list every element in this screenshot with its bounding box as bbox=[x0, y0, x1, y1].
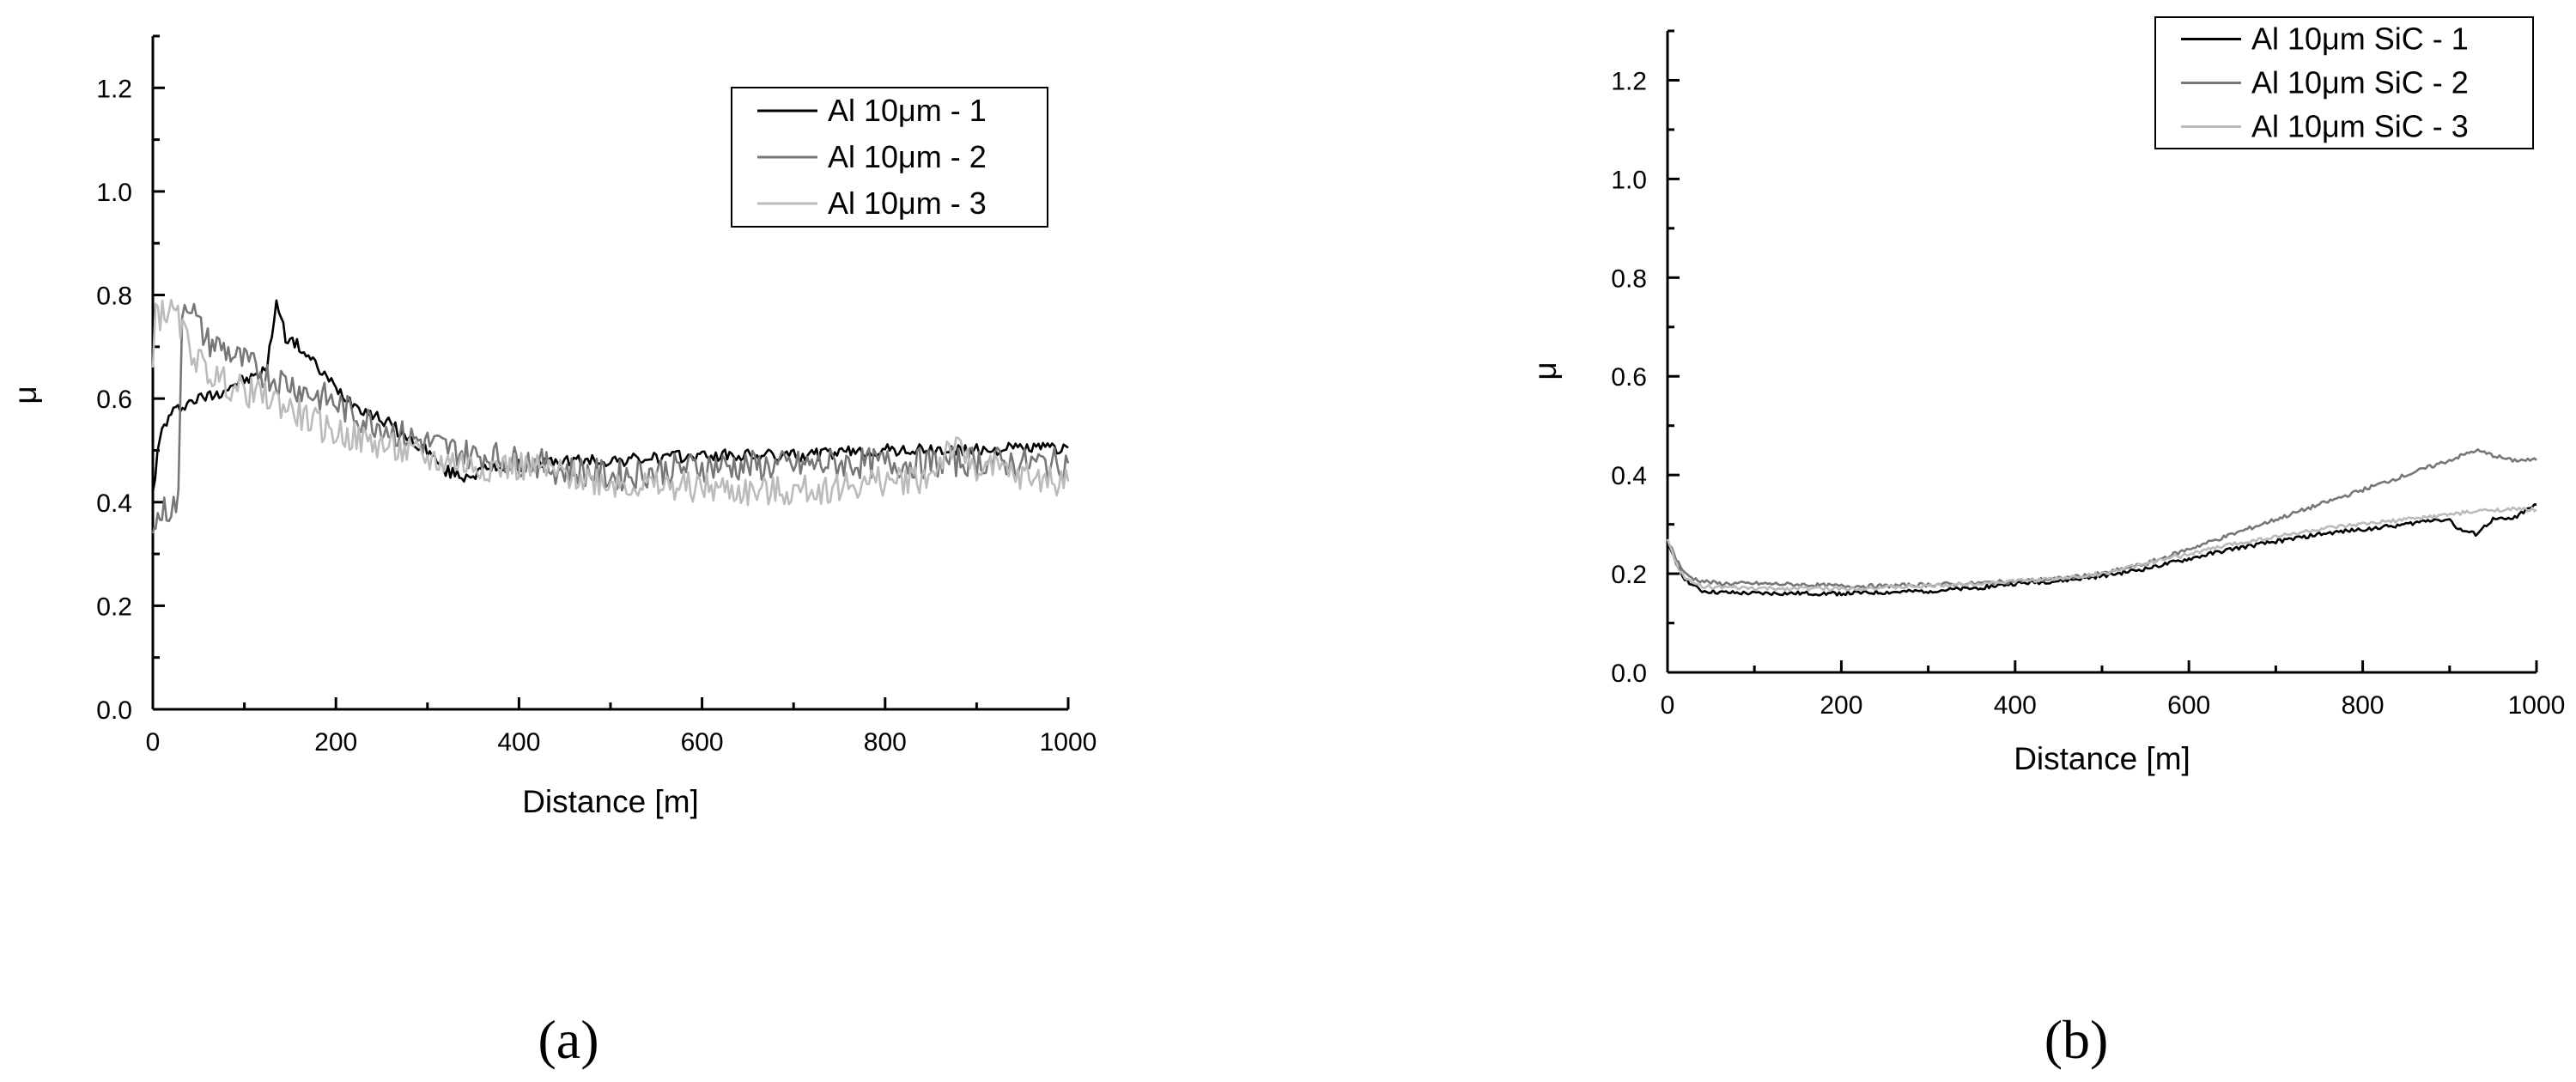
x-tick-label: 600 bbox=[681, 728, 724, 757]
legend: Al 10μm - 1 Al 10μm - 2 Al 10μm - 3 bbox=[731, 87, 1048, 228]
x-tick-label: 200 bbox=[1820, 691, 1862, 720]
y-tick-label: 0.0 bbox=[1611, 660, 1647, 688]
x-tick-label: 800 bbox=[2342, 691, 2385, 720]
chart-panel-a: 0 200 400 600 800 1000 0.0 0.2 0.4 0.6 0.8 1.0 1.2 Di… bbox=[8, 34, 1097, 1070]
x-tick-label: 600 bbox=[2167, 691, 2210, 720]
series-line-1 bbox=[151, 299, 1069, 492]
series-line-1 bbox=[1666, 503, 2537, 597]
x-tick-label: 400 bbox=[1994, 691, 2037, 720]
y-tick-label: 0.0 bbox=[96, 696, 132, 725]
y-tick-label: 1.0 bbox=[96, 179, 132, 207]
legend-entry-label: Al 10μm SiC - 2 bbox=[2251, 65, 2469, 100]
y-tick-label: 0.4 bbox=[1611, 462, 1647, 490]
panel-label: (b) bbox=[2044, 1009, 2109, 1070]
y-tick-label: 0.6 bbox=[1611, 363, 1647, 392]
y-axis-title: μ bbox=[8, 386, 43, 404]
legend-entry-label: Al 10μm SiC - 1 bbox=[2251, 21, 2469, 57]
x-tick-label: 800 bbox=[864, 728, 907, 757]
series-line-3 bbox=[151, 298, 1070, 507]
x-tick-label: 0 bbox=[1661, 691, 1675, 720]
y-tick-label: 1.0 bbox=[1611, 166, 1647, 194]
x-axis-title: Distance [m] bbox=[522, 784, 699, 819]
x-tick-label: 400 bbox=[497, 728, 540, 757]
panel-label: (a) bbox=[538, 1009, 598, 1070]
x-tick-label: 0 bbox=[146, 728, 161, 757]
x-tick-label: 1000 bbox=[1040, 728, 1097, 757]
y-tick-label: 0.8 bbox=[1611, 264, 1647, 293]
legend-entry-label: Al 10μm - 1 bbox=[828, 93, 987, 128]
legend-entry-label: Al 10μm - 2 bbox=[828, 139, 987, 174]
chart-panel-b: 0 200 400 600 800 1000 0.0 0.2 0.4 0.6 0.8 1.0 1.2 Di… bbox=[1528, 16, 2566, 1070]
legend-entry-label: Al 10μm - 3 bbox=[828, 185, 987, 221]
y-tick-label: 0.8 bbox=[96, 283, 132, 311]
series-line-3 bbox=[1666, 506, 2537, 592]
legend-entry-label: Al 10μm SiC - 3 bbox=[2251, 109, 2469, 144]
y-tick-label: 0.2 bbox=[1611, 561, 1647, 589]
x-tick-label: 200 bbox=[314, 728, 357, 757]
y-tick-label: 1.2 bbox=[1611, 67, 1647, 95]
y-tick-label: 0.6 bbox=[96, 386, 132, 414]
y-axis-title: μ bbox=[1528, 362, 1563, 380]
y-tick-label: 1.2 bbox=[96, 75, 132, 103]
legend: Al 10μm SiC - 1 Al 10μm SiC - 2 Al 10μm Si… bbox=[2154, 16, 2534, 149]
y-tick-label: 0.2 bbox=[96, 593, 132, 621]
x-axis-title: Distance [m] bbox=[2014, 741, 2190, 776]
y-tick-label: 0.4 bbox=[96, 489, 132, 518]
x-tick-label: 1000 bbox=[2508, 691, 2566, 720]
